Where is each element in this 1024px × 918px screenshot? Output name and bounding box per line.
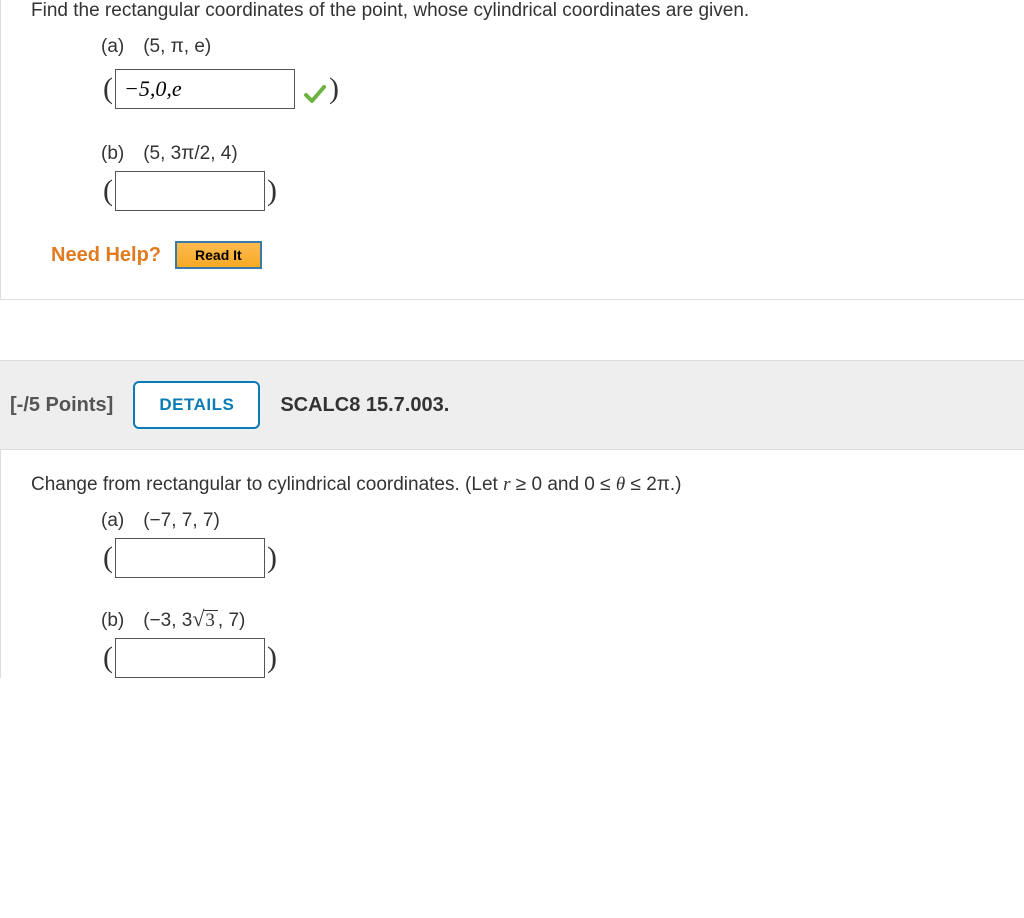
q2-part-b-input[interactable]: [115, 638, 265, 678]
close-paren: ): [265, 641, 279, 675]
close-paren: ): [265, 174, 279, 208]
q2-part-b-label-pre: (b) (−3, 3: [101, 610, 192, 631]
q2-prompt-pre: Change from rectangular to cylindrical c…: [31, 474, 503, 495]
correct-check-icon: [303, 82, 327, 113]
open-paren: (: [101, 641, 115, 675]
question-1-prompt: Find the rectangular coordinates of the …: [31, 0, 994, 22]
q2-part-b-label: (b) (−3, 3√3, 7): [101, 608, 994, 632]
assignment-code: SCALC8 15.7.003.: [280, 394, 449, 417]
close-paren: ): [265, 541, 279, 575]
q1-part-a-answer-row: ( ): [101, 64, 994, 113]
sqrt-icon: √3: [192, 608, 218, 630]
q1-part-b-input[interactable]: [115, 171, 265, 211]
q1-part-a-label: (a) (5, π, e): [101, 36, 994, 58]
read-it-button[interactable]: Read It: [175, 241, 262, 269]
q2-part-b-answer-row: ( ): [101, 638, 994, 678]
q2-prompt-post: ≤ 2π.): [625, 474, 681, 495]
question-2-prompt: Change from rectangular to cylindrical c…: [31, 474, 994, 496]
need-help-label: Need Help?: [51, 244, 161, 267]
close-paren: ): [327, 72, 341, 106]
sqrt-arg: 3: [204, 610, 218, 630]
q2-part-a: (a) (−7, 7, 7) ( ): [101, 510, 994, 578]
need-help-row: Need Help? Read It: [51, 241, 994, 269]
q2-part-a-input[interactable]: [115, 538, 265, 578]
points-label: [-/5 Points]: [10, 394, 113, 417]
q2-prompt-mid: ≥ 0 and 0 ≤: [510, 474, 615, 495]
question-1: Find the rectangular coordinates of the …: [0, 0, 1024, 300]
q2-part-a-label: (a) (−7, 7, 7): [101, 510, 994, 532]
open-paren: (: [101, 174, 115, 208]
q1-part-b-answer-row: ( ): [101, 171, 994, 211]
open-paren: (: [101, 72, 115, 106]
open-paren: (: [101, 541, 115, 575]
q1-part-b: (b) (5, 3π/2, 4) ( ): [101, 143, 994, 211]
question-2: Change from rectangular to cylindrical c…: [0, 450, 1024, 678]
q1-part-a-input[interactable]: [115, 69, 295, 109]
q2-part-b-label-post: , 7): [218, 610, 245, 631]
q2-part-a-answer-row: ( ): [101, 538, 994, 578]
details-button[interactable]: DETAILS: [133, 381, 260, 429]
question-2-header: [-/5 Points] DETAILS SCALC8 15.7.003.: [0, 360, 1024, 450]
q1-part-b-label: (b) (5, 3π/2, 4): [101, 143, 994, 165]
q1-part-a: (a) (5, π, e) ( ): [101, 36, 994, 113]
q2-var-theta: θ: [616, 474, 625, 495]
q2-part-b: (b) (−3, 3√3, 7) ( ): [101, 608, 994, 678]
